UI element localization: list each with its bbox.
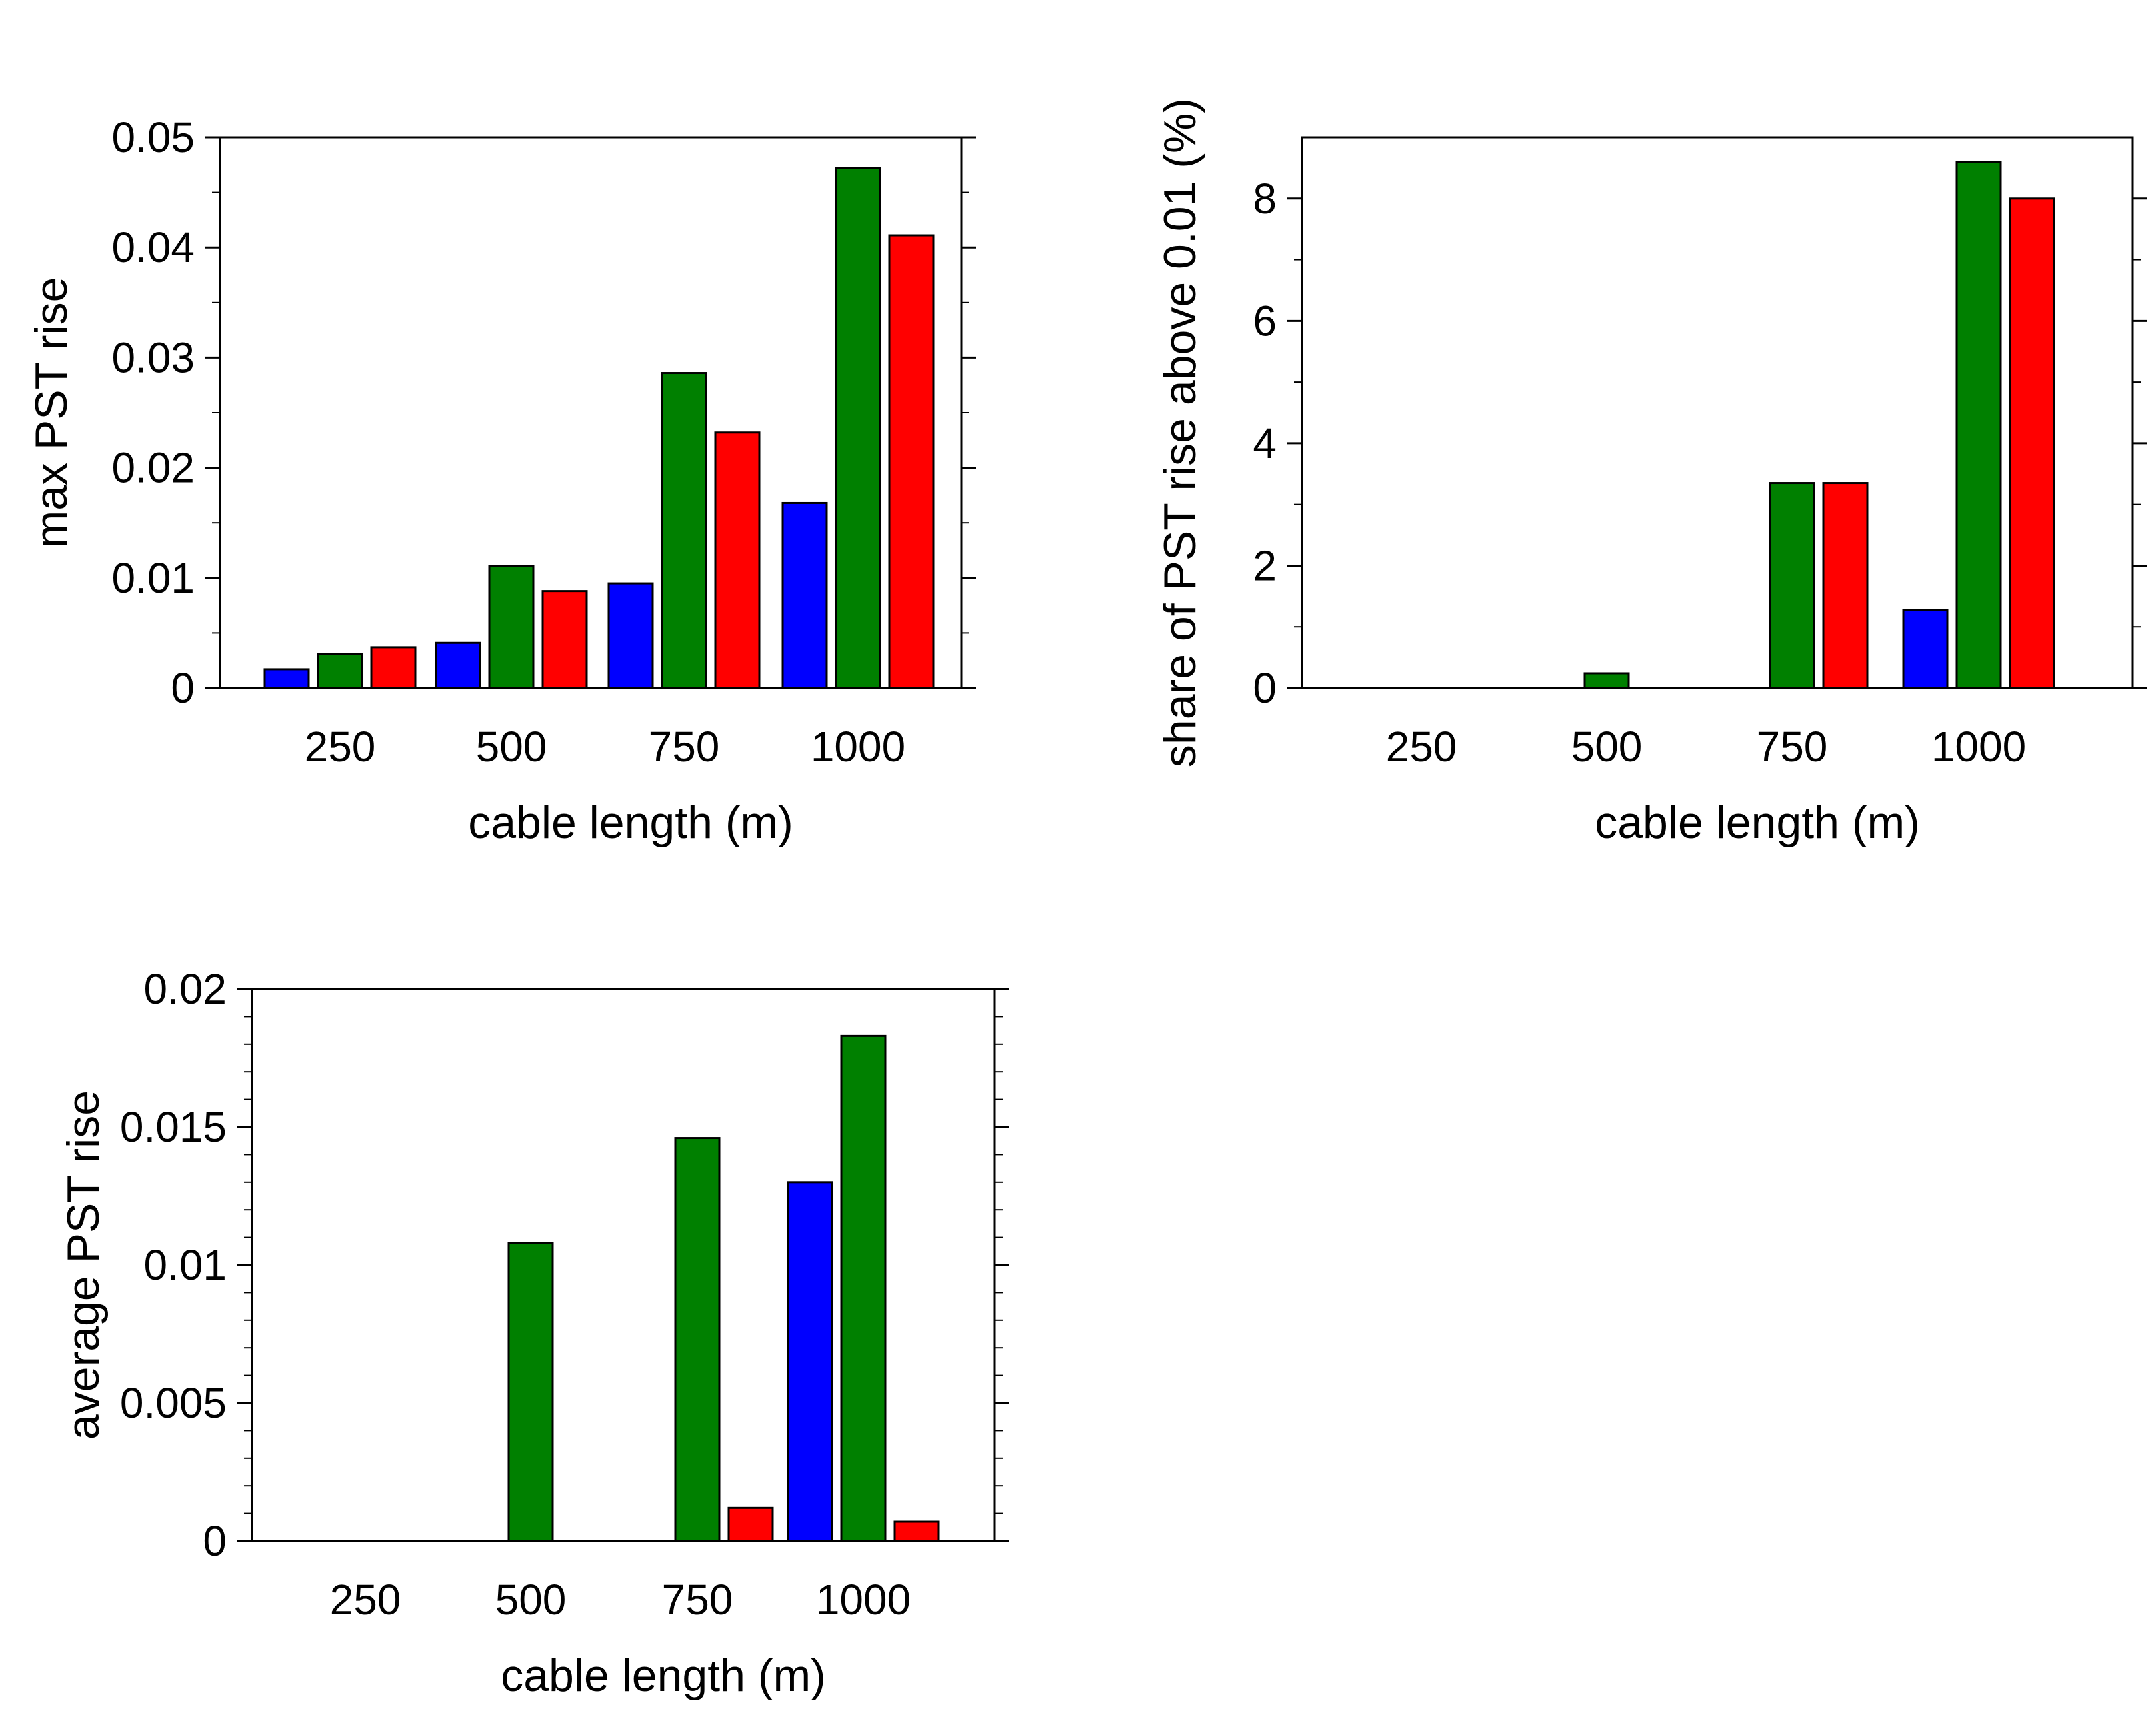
y-tick-label: 0.05	[111, 113, 195, 161]
y-tick-label: 0.015	[120, 1103, 227, 1151]
bar-blue-1000	[781, 501, 828, 689]
bar-green-1000	[835, 167, 881, 689]
bar-green-500	[1583, 672, 1630, 689]
x-tick-label: 750	[662, 1576, 733, 1624]
bar-red-1000	[2009, 197, 2055, 689]
x-axis-label: cable length (m)	[468, 797, 793, 848]
bar-green-500	[507, 1242, 554, 1542]
x-tick-label: 1000	[1931, 723, 2026, 771]
bar-red-750	[727, 1506, 774, 1542]
y-tick-label: 0	[203, 1517, 227, 1565]
bar-blue-1000	[787, 1181, 833, 1542]
bar-blue-250	[263, 668, 310, 689]
y-tick-label: 0.02	[111, 444, 195, 492]
bar-red-250	[370, 646, 417, 689]
y-tick-label: 4	[1253, 419, 1277, 467]
bar-red-750	[714, 431, 761, 689]
chart-panel-1: 0 0.01 0.02 0.03 0.04 0.05 250 500 750 1000 cable …	[26, 113, 976, 848]
y-tick-label: 0.005	[120, 1379, 227, 1427]
y-tick-label: 0.03	[111, 333, 195, 381]
bar-red-1000	[888, 234, 935, 689]
bar-blue-1000	[1902, 609, 1949, 689]
bar-blue-750	[607, 582, 654, 689]
x-tick-label: 500	[495, 1576, 567, 1624]
y-axis-label: share of PST rise above 0.01 (%)	[1155, 98, 1205, 767]
x-tick-label: 250	[330, 1576, 401, 1624]
y-tick-label: 0.04	[111, 223, 195, 271]
y-tick-label: 0.01	[111, 554, 195, 602]
bar-green-250	[317, 653, 363, 689]
y-axis-label: max PST rise	[26, 277, 77, 549]
x-tick-label: 250	[305, 723, 376, 771]
y-tick-label: 2	[1253, 541, 1277, 589]
y-tick-label: 8	[1253, 175, 1277, 223]
bar-green-1000	[840, 1034, 887, 1542]
x-axis-label: cable length (m)	[1595, 797, 1920, 848]
x-tick-label: 750	[649, 723, 720, 771]
y-tick-label: 0	[171, 664, 195, 712]
y-tick-label: 6	[1253, 297, 1277, 345]
x-tick-label: 1000	[811, 723, 905, 771]
plot-frame	[1301, 136, 2134, 689]
bar-green-1000	[1955, 161, 2002, 689]
x-tick-label: 250	[1386, 723, 1457, 771]
y-tick-label: 0.01	[143, 1241, 227, 1289]
x-tick-label: 500	[476, 723, 547, 771]
y-axis-label: average PST rise	[58, 1090, 109, 1440]
bar-red-750	[1822, 482, 1869, 689]
bar-red-500	[541, 590, 588, 689]
bar-red-1000	[893, 1520, 940, 1542]
x-tick-label: 1000	[816, 1576, 911, 1624]
x-tick-label: 500	[1571, 723, 1643, 771]
y-tick-label: 0.02	[143, 965, 227, 1013]
chart-panel-3: 0 0.005 0.01 0.015 0.02 250 500 750 1000 cable le…	[58, 965, 1009, 1701]
bar-blue-500	[435, 641, 481, 689]
y-tick-label: 0	[1253, 664, 1277, 712]
bar-green-750	[674, 1137, 721, 1542]
x-tick-label: 750	[1757, 723, 1828, 771]
bar-green-750	[1769, 482, 1815, 689]
bar-green-750	[661, 372, 707, 689]
x-axis-label: cable length (m)	[501, 1650, 826, 1701]
bar-green-500	[488, 565, 535, 689]
